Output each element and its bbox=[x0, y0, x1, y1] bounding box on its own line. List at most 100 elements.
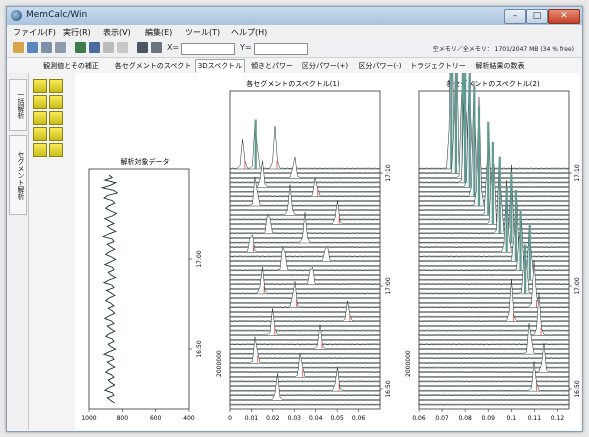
spectrum-2-segment-trace bbox=[418, 220, 570, 272]
spectrum-2-segment-trace bbox=[418, 279, 570, 322]
spectrum-1-segment-trace bbox=[229, 288, 381, 290]
spectrum-chart-1: 各セグメントのスペクトル(1) 0 0.01 0.02 0.03 0.04 0.05 0.0… bbox=[216, 79, 392, 422]
spectrum-1-segment-trace bbox=[229, 380, 381, 383]
menu-file[interactable]: ファイル(F) bbox=[13, 28, 56, 37]
palette-button-7[interactable] bbox=[33, 127, 47, 141]
print-icon[interactable] bbox=[137, 42, 148, 53]
spectrum-2-ytick-label: 17:10 bbox=[574, 164, 580, 181]
menu-edit[interactable]: 編集(E) bbox=[145, 28, 173, 37]
x-coordinate-field[interactable] bbox=[181, 43, 235, 55]
spectrum-1-segment-trace bbox=[229, 245, 381, 262]
spectrum-1-segment-trace bbox=[229, 266, 381, 285]
palette-button-9[interactable] bbox=[33, 143, 47, 157]
side-tab-segment[interactable]: セグメント解析 bbox=[9, 135, 27, 215]
spectrum-2-segment-trace bbox=[418, 361, 570, 392]
spectrum-2-segment-trace bbox=[418, 227, 570, 230]
timeseries-ytick-label: 17:00 bbox=[196, 250, 203, 267]
spectrum-1-segment-trace bbox=[229, 176, 381, 207]
spectrum-2-segment-trace bbox=[418, 237, 570, 239]
spectrum-1-segment-trace bbox=[229, 190, 381, 193]
menu-run[interactable]: 実行(R) bbox=[63, 28, 91, 37]
timeseries-chart: 解析対象データ 1000 800 600 400 17:00 16:50 bbox=[81, 157, 203, 422]
spectrum-1-ytick-label: 17:00 bbox=[385, 277, 392, 294]
open-icon[interactable] bbox=[13, 42, 24, 53]
tab-observation[interactable]: 観測値とその補正 bbox=[43, 62, 99, 70]
title-bar[interactable]: MemCalc/Win – □ ✕ bbox=[7, 7, 582, 25]
spectrum-2-segment-trace bbox=[418, 343, 570, 346]
palette-button-8[interactable] bbox=[49, 127, 63, 141]
spectrum-2-segment-trace bbox=[418, 348, 570, 350]
spectrum-1-xtick-label: 0.01 bbox=[245, 415, 259, 422]
timeseries-series-line bbox=[100, 174, 119, 404]
palette-button-1[interactable] bbox=[33, 79, 47, 93]
timeseries-xtick-label: 1000 bbox=[81, 415, 96, 422]
spectrum-2-segment-trace bbox=[418, 229, 570, 281]
y-coordinate-label: Y= bbox=[240, 43, 252, 52]
x-coordinate-label: X= bbox=[167, 43, 180, 52]
spectrum-1-xtick-label: 0.05 bbox=[330, 415, 344, 422]
spectrum-1-segment-trace bbox=[229, 371, 381, 373]
chart-area: 解析対象データ 1000 800 600 400 17:00 16:50 各セグメントの… bbox=[75, 0, 581, 430]
spectrum-1-segment-trace bbox=[229, 156, 381, 179]
spectrum-1-segment-trace bbox=[229, 373, 381, 401]
spectrum-1-segment-trace bbox=[229, 352, 381, 355]
tab-bar: 観測値とその補正 各セグメントのスペクトル 3Dスペクトル 傾きとパワー 区分パ… bbox=[7, 58, 582, 82]
spectrum-2-segment-trace bbox=[418, 325, 570, 327]
memory-status: 空メモリ／全メモリ： 1701/2047 MB (34 % free) bbox=[432, 46, 574, 53]
timeseries-xtick-label: 800 bbox=[117, 415, 129, 422]
menu-view[interactable]: 表示(V) bbox=[103, 28, 131, 37]
spectrum-2-segment-trace bbox=[418, 76, 570, 188]
export-icon[interactable] bbox=[41, 42, 52, 53]
spectrum-2-segment-trace bbox=[418, 399, 570, 401]
palette-button-10[interactable] bbox=[49, 143, 63, 157]
spectrum-2-segment-trace bbox=[418, 288, 570, 290]
spectrum-2-segment-trace bbox=[418, 264, 570, 267]
menu-tools[interactable]: ツール(T) bbox=[185, 28, 221, 37]
side-tab-batch[interactable]: 一括解析 bbox=[9, 79, 27, 131]
timeseries-frame bbox=[88, 168, 190, 410]
toolbar: X= Y= 空メモリ／全メモリ： 1701/2047 MB (34 % free… bbox=[7, 39, 582, 58]
graph-icon[interactable] bbox=[75, 42, 86, 53]
minimize-button[interactable]: – bbox=[504, 9, 526, 24]
tab-3d-spectrum[interactable]: 3Dスペクトル bbox=[195, 59, 245, 73]
spectrum-1-segment-trace bbox=[229, 184, 381, 216]
tab-trajectory[interactable]: トラジェクトリー bbox=[410, 62, 466, 70]
spectrum-1-segment-trace bbox=[229, 274, 381, 276]
tab-segment-spectrum[interactable]: 各セグメントのスペクトル bbox=[114, 62, 192, 82]
spectrum-1-xtick-label: 0 bbox=[228, 415, 232, 422]
y-coordinate-field[interactable] bbox=[254, 43, 308, 55]
tool-palette bbox=[33, 79, 73, 189]
spectrum-1-xtick-label: 0.02 bbox=[266, 415, 280, 422]
palette-button-4[interactable] bbox=[49, 95, 63, 109]
settings-icon[interactable] bbox=[151, 42, 162, 53]
maximize-button[interactable]: □ bbox=[526, 9, 548, 24]
menu-bar: ファイル(F) 実行(R) 表示(V) 編集(E) ツール(T) ヘルプ(H) bbox=[7, 25, 582, 39]
spectrum-1-segment-trace bbox=[229, 343, 381, 346]
tab-slope-power[interactable]: 傾きとパワー bbox=[251, 62, 293, 70]
spectrum-1-xtick-label: 0.04 bbox=[309, 415, 323, 422]
spectrum-1-segment-trace bbox=[229, 315, 381, 318]
spectrum-2-segment-trace bbox=[418, 162, 570, 235]
paste-icon[interactable] bbox=[117, 42, 128, 53]
palette-button-6[interactable] bbox=[49, 111, 63, 125]
palette-button-2[interactable] bbox=[49, 79, 63, 93]
palette-button-5[interactable] bbox=[33, 111, 47, 125]
tab-partial-power-minus[interactable]: 区分パワー(-) bbox=[358, 62, 402, 70]
copy-icon[interactable] bbox=[103, 42, 114, 53]
spectrum-2-segment-trace bbox=[418, 342, 570, 373]
window-title: MemCalc/Win bbox=[26, 10, 88, 20]
palette-button-3[interactable] bbox=[33, 95, 47, 109]
tab-partial-power-plus[interactable]: 区分パワー(+) bbox=[301, 62, 349, 70]
spectrum-1-segment-trace bbox=[229, 300, 381, 322]
close-button[interactable]: ✕ bbox=[548, 9, 580, 24]
spectrum-2-segment-trace bbox=[418, 403, 570, 406]
spectrum-1-ytick-label: 16:50 bbox=[385, 380, 392, 397]
bar-icon[interactable] bbox=[89, 42, 100, 53]
spectrum-1-segment-trace bbox=[229, 357, 381, 359]
spectrum-1-segment-trace bbox=[229, 255, 381, 258]
menu-help[interactable]: ヘルプ(H) bbox=[231, 28, 268, 37]
spectrum-2-segment-trace bbox=[418, 163, 570, 225]
save-icon[interactable] bbox=[27, 42, 38, 53]
tab-results-table[interactable]: 解析結果の数表 bbox=[475, 62, 525, 70]
import-icon[interactable] bbox=[55, 42, 66, 53]
